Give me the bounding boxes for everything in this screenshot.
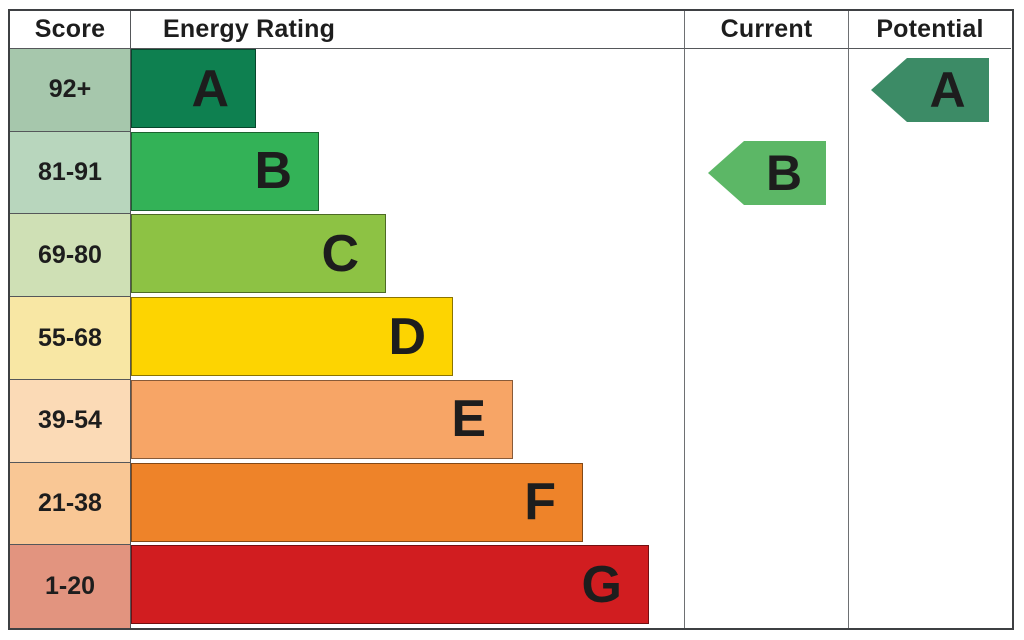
band-row-a: 92+ A	[10, 49, 684, 132]
header-score: Score	[10, 11, 131, 49]
rating-bar-e: E	[131, 379, 513, 459]
bar-track-d: D	[131, 297, 684, 380]
potential-rating-arrow: A	[871, 58, 989, 123]
header-potential: Potential	[848, 11, 1011, 49]
rating-bands-area: 92+ A 81-91 B 69-80 C 55-68 D	[10, 49, 684, 629]
bar-track-b: B	[131, 131, 684, 215]
band-row-g: 1-20 G	[10, 545, 684, 629]
bar-track-c: C	[131, 214, 684, 298]
band-row-f: 21-38 F	[10, 462, 684, 546]
rating-bar-c: C	[131, 214, 386, 294]
score-cell-e: 39-54	[10, 379, 131, 463]
score-cell-d: 55-68	[10, 297, 131, 380]
rating-bar-g: G	[131, 545, 649, 625]
score-cell-b: 81-91	[10, 131, 131, 215]
rating-bar-b: B	[131, 131, 319, 211]
bar-track-e: E	[131, 379, 684, 463]
current-rating-letter: B	[765, 145, 803, 202]
score-cell-f: 21-38	[10, 462, 131, 546]
band-row-c: 69-80 C	[10, 214, 684, 298]
bar-track-a: A	[131, 49, 684, 132]
rating-bar-f: F	[131, 462, 583, 542]
rating-bar-a: A	[131, 49, 256, 128]
bar-track-g: G	[131, 545, 684, 629]
potential-column: A	[848, 49, 1011, 628]
rating-bar-d: D	[131, 297, 453, 377]
header-current: Current	[684, 11, 848, 49]
score-cell-c: 69-80	[10, 214, 131, 298]
current-rating-arrow: B	[707, 141, 826, 206]
header-energy-rating: Energy Rating	[131, 11, 684, 49]
score-cell-g: 1-20	[10, 545, 131, 629]
band-row-e: 39-54 E	[10, 379, 684, 463]
band-row-d: 55-68 D	[10, 297, 684, 380]
energy-rating-table: Score Energy Rating Current Potential 92…	[8, 9, 1014, 630]
left-arrow-icon	[871, 58, 989, 123]
bar-track-f: F	[131, 462, 684, 546]
potential-rating-letter: A	[929, 62, 966, 119]
current-column: B	[684, 49, 848, 628]
band-row-b: 81-91 B	[10, 131, 684, 215]
left-arrow-icon	[707, 141, 826, 206]
score-cell-a: 92+	[10, 49, 131, 132]
